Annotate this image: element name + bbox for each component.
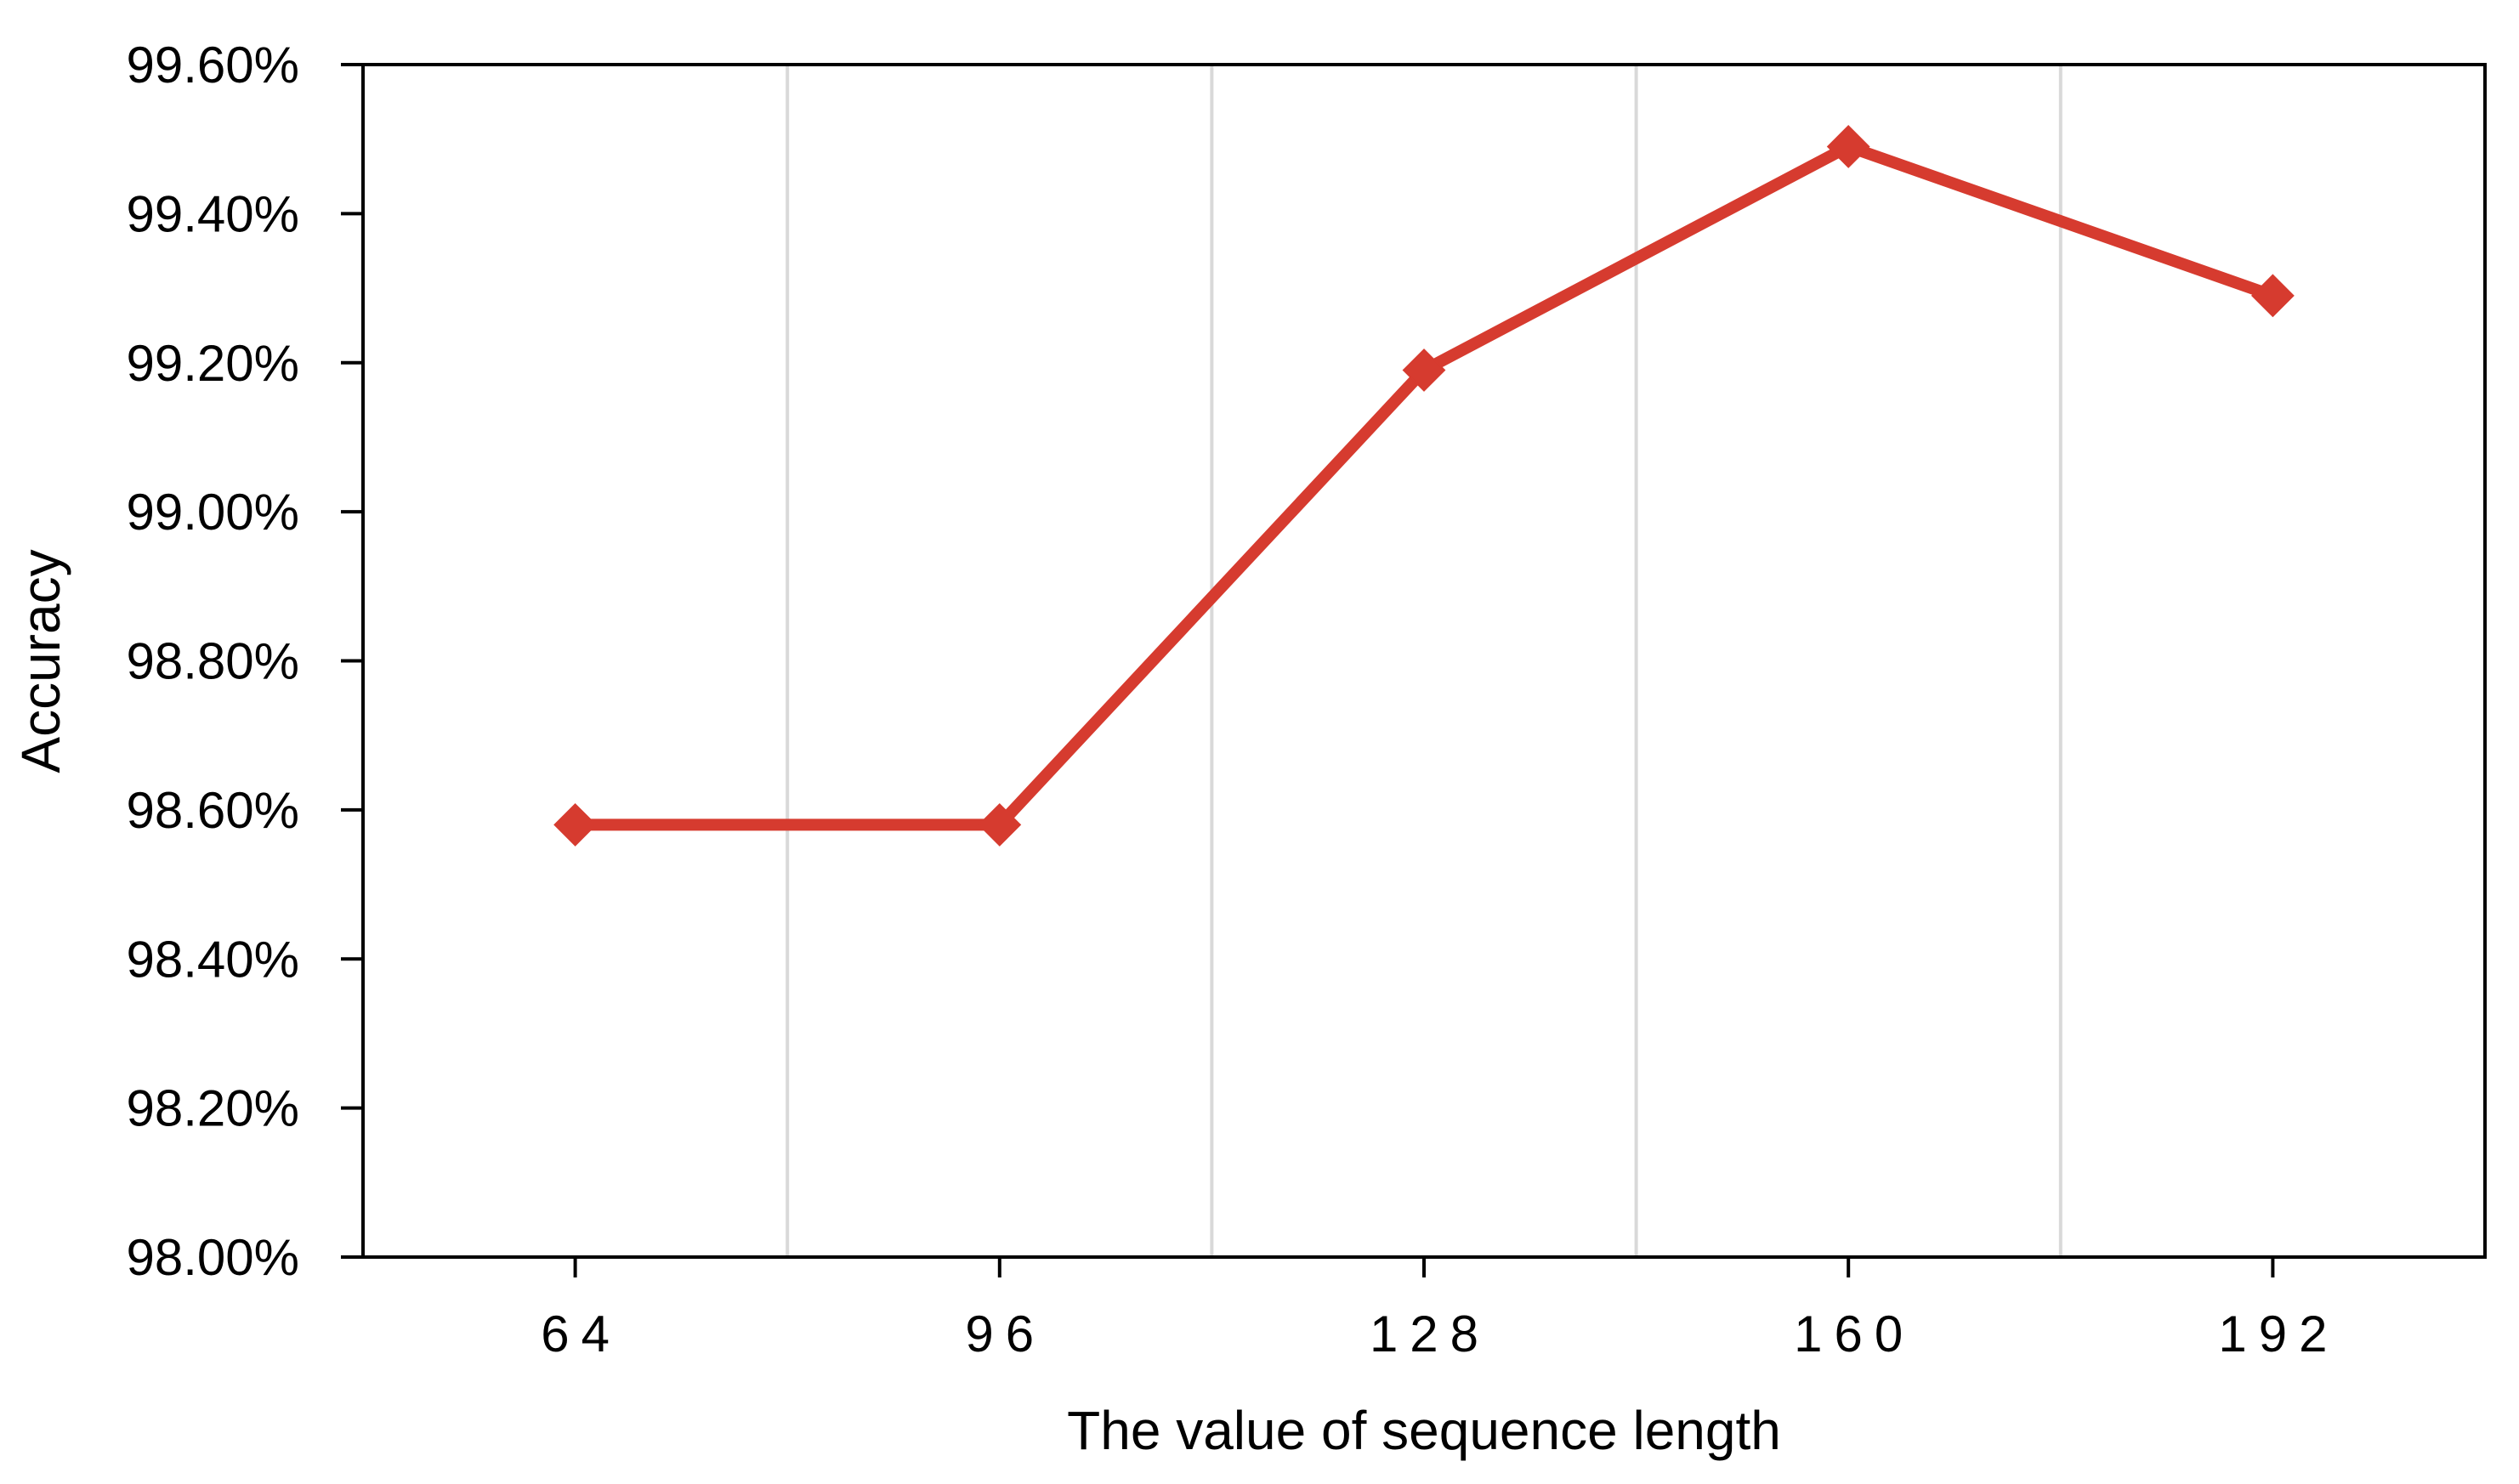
data-point-marker — [1826, 125, 1870, 168]
y-axis-ticks: 98.00% 98.20% 98.40% 98.60% 98.80% 99.00% 99.2… — [127, 37, 363, 1286]
data-point-marker — [1402, 348, 1446, 392]
x-tick-label: 96 — [965, 1306, 1046, 1362]
y-tick-label: 98.60% — [127, 782, 300, 839]
x-axis-ticks: 64 96 128 160 192 — [541, 1257, 2339, 1362]
x-tick-label: 128 — [1370, 1306, 1490, 1362]
x-axis-title: The value of sequence length — [1067, 1400, 1781, 1461]
x-tick-label: 192 — [2218, 1306, 2339, 1362]
y-tick-label: 99.60% — [127, 37, 300, 93]
y-tick-label: 98.80% — [127, 633, 300, 690]
data-point-marker — [978, 802, 1022, 847]
x-tick-label: 160 — [1794, 1306, 1915, 1362]
data-point-marker — [553, 802, 598, 847]
y-tick-label: 99.40% — [127, 185, 300, 242]
y-tick-label: 99.00% — [127, 484, 300, 541]
y-tick-label: 98.00% — [127, 1229, 300, 1286]
y-axis-title: Accuracy — [10, 549, 71, 773]
x-tick-label: 64 — [541, 1306, 621, 1362]
series-group — [553, 125, 2295, 847]
y-tick-label: 98.20% — [127, 1080, 300, 1137]
y-tick-label: 99.20% — [127, 335, 300, 392]
y-tick-label: 98.40% — [127, 931, 300, 988]
data-point-marker — [2250, 274, 2295, 318]
